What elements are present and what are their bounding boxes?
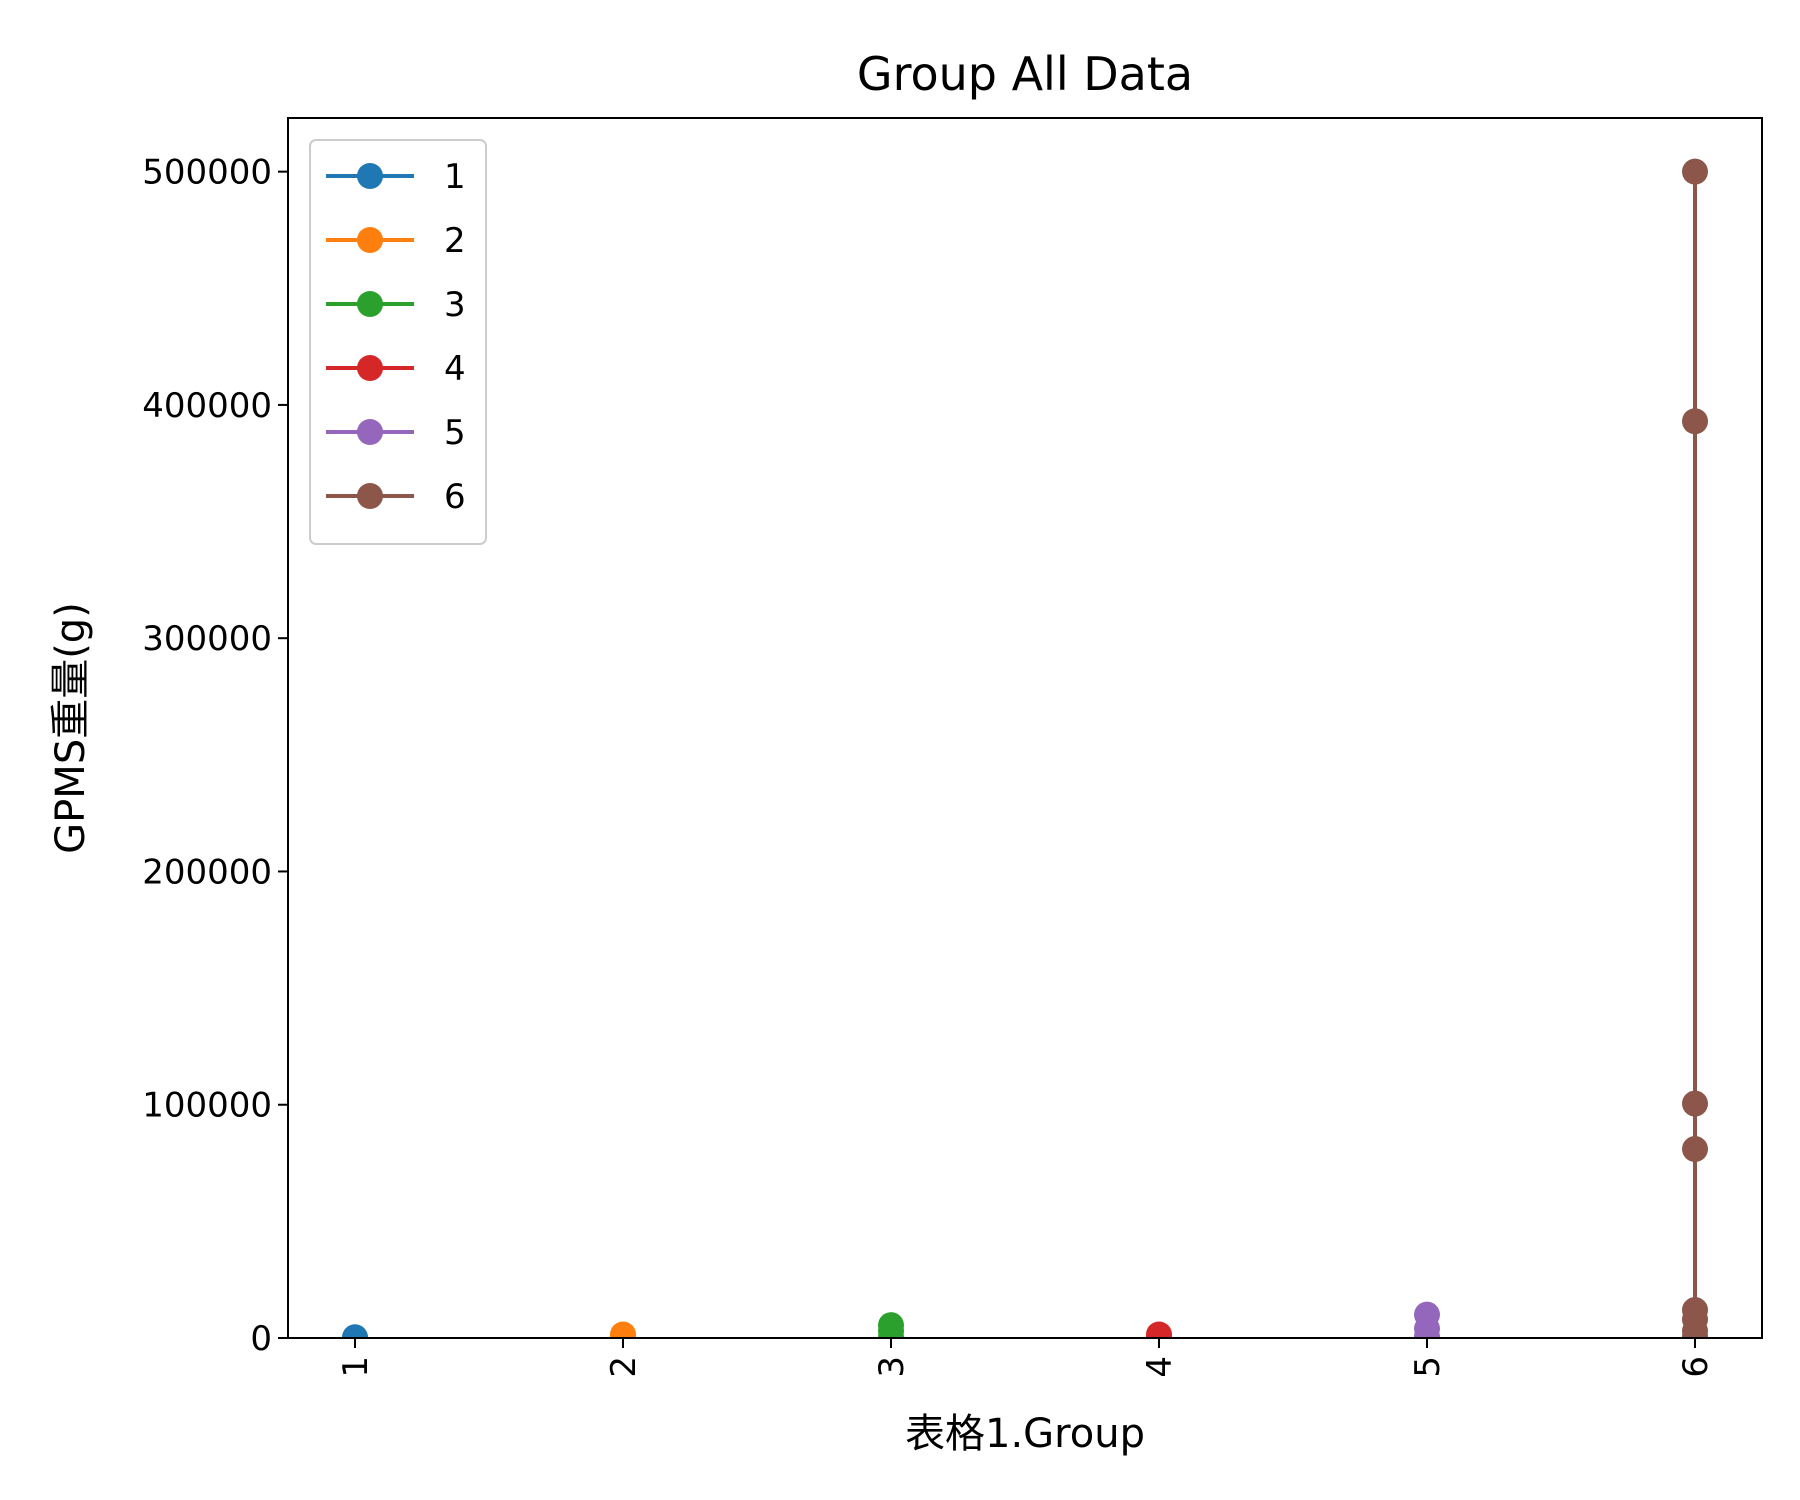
series-6-point bbox=[1682, 1136, 1708, 1163]
series-2-point bbox=[610, 1321, 636, 1338]
y-tick-label: 0 bbox=[250, 1319, 272, 1359]
legend-label: 2 bbox=[444, 221, 466, 261]
legend-label: 6 bbox=[444, 477, 466, 517]
y-axis-label: GPMS重量(g) bbox=[48, 602, 94, 854]
x-tick-label: 5 bbox=[1408, 1356, 1448, 1378]
legend-label: 5 bbox=[444, 413, 466, 453]
legend-label: 1 bbox=[444, 157, 466, 197]
series-6-point bbox=[1682, 1090, 1708, 1117]
series-6-point bbox=[1682, 408, 1708, 435]
legend-label: 4 bbox=[444, 349, 466, 389]
series-5-point bbox=[1414, 1301, 1440, 1328]
x-tick-label: 4 bbox=[1140, 1356, 1180, 1378]
legend-swatch-marker bbox=[357, 483, 383, 509]
y-tick-label: 400000 bbox=[142, 386, 272, 426]
x-axis-ticks: 1 2 3 4 5 6 bbox=[336, 1338, 1716, 1378]
legend-swatch-marker bbox=[357, 291, 383, 317]
y-axis-ticks: 0 100000 200000 300000 400000 500000 bbox=[142, 153, 288, 1359]
series-1-point bbox=[342, 1324, 368, 1338]
y-tick-label: 200000 bbox=[142, 852, 272, 892]
plot-marks bbox=[342, 158, 1708, 1338]
y-tick-label: 100000 bbox=[142, 1086, 272, 1126]
legend-label: 3 bbox=[444, 285, 466, 325]
y-tick-label: 500000 bbox=[142, 153, 272, 193]
x-tick-label: 1 bbox=[336, 1356, 376, 1378]
x-tick-label: 2 bbox=[604, 1356, 644, 1378]
legend-swatch-marker bbox=[357, 355, 383, 381]
series-4-point bbox=[1146, 1321, 1172, 1338]
x-tick-label: 3 bbox=[872, 1356, 912, 1378]
legend-swatch-marker bbox=[357, 163, 383, 189]
series-3-point bbox=[878, 1312, 904, 1338]
series-6-point bbox=[1682, 1323, 1708, 1338]
x-axis-label: 表格1.Group bbox=[905, 1411, 1145, 1457]
x-tick-label: 6 bbox=[1676, 1356, 1716, 1378]
y-tick-label: 300000 bbox=[142, 619, 272, 659]
legend-swatch-marker bbox=[357, 227, 383, 253]
plot-frame bbox=[287, 117, 1763, 1339]
series-6-point bbox=[1682, 158, 1708, 185]
legend: 1 2 3 4 5 6 bbox=[309, 139, 487, 545]
chart-title: Group All Data bbox=[857, 47, 1193, 101]
legend-swatch-marker bbox=[357, 419, 383, 445]
